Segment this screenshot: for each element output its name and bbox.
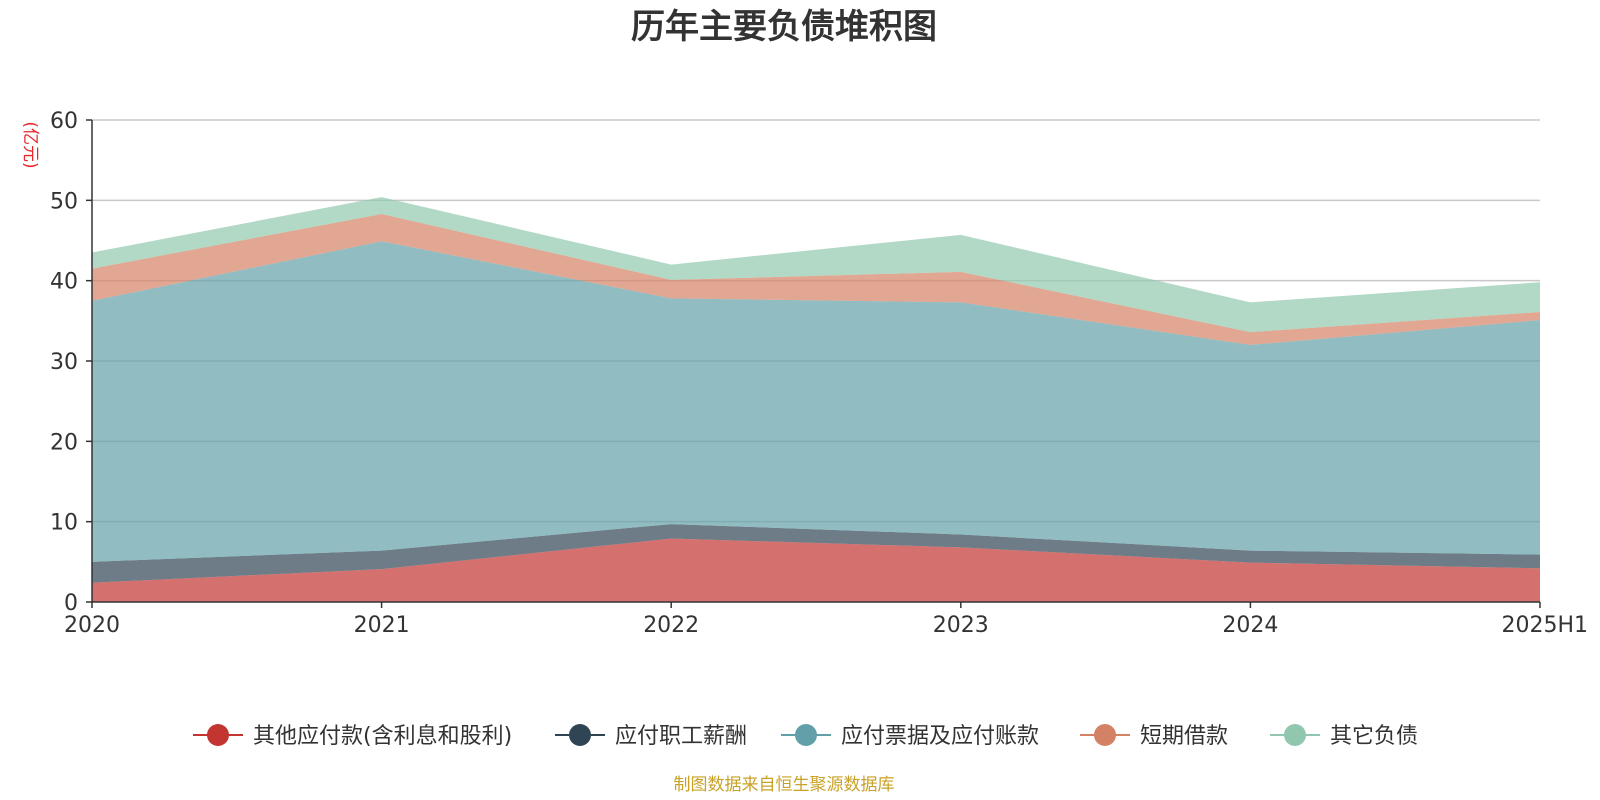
legend-item-2[interactable]: 应付职工薪酬 [555,724,747,749]
area-series-3 [92,241,1540,562]
y-axis-unit-label: (亿元) [20,121,40,168]
y-tick-label: 30 [50,350,78,375]
source-note: 制图数据来自恒生聚源数据库 [674,775,895,795]
y-tick-label: 40 [50,270,78,295]
legend-item-4[interactable]: 短期借款 [1080,724,1228,749]
x-tick-label: 2022 [643,613,699,638]
x-tick-label: 2024 [1222,613,1278,638]
y-tick-label: 0 [64,591,78,616]
legend-label: 应付票据及应付账款 [841,724,1039,749]
legend-marker [1284,724,1306,746]
area-series-group [92,197,1540,602]
axes: 0 10 20 30 40 50 60 2020 2021 2022 2023 2024 2025H1 [50,109,1588,638]
area-series-5 [92,197,1540,333]
legend-label: 其他应付款(含利息和股利) [253,724,512,749]
legend-label: 应付职工薪酬 [615,724,747,749]
area-series-4 [92,213,1540,345]
x-tick-label: 2020 [64,613,120,638]
legend-marker [795,724,817,746]
y-tick-label: 50 [50,189,78,214]
legend[interactable]: 其他应付款(含利息和股利) 应付职工薪酬 应付票据及应付账款 短期借款 其它负债 [193,724,1418,749]
x-tick-label: 2025H1 [1501,613,1588,638]
legend-marker [1094,724,1116,746]
area-series-2 [92,524,1540,583]
x-tick-label: 2021 [354,613,410,638]
y-tick-label: 10 [50,511,78,536]
x-tick-label: 2023 [933,613,989,638]
legend-item-3[interactable]: 应付票据及应付账款 [781,724,1039,749]
legend-item-1[interactable]: 其他应付款(含利息和股利) [193,724,512,749]
legend-item-5[interactable]: 其它负债 [1270,724,1418,749]
y-tick-label: 20 [50,430,78,455]
legend-marker [207,724,229,746]
legend-marker [569,724,591,746]
legend-label: 短期借款 [1140,724,1228,749]
chart-title: 历年主要负债堆积图 [631,7,937,47]
y-tick-label: 60 [50,109,78,134]
legend-label: 其它负债 [1330,724,1418,749]
area-series-1 [92,538,1540,602]
